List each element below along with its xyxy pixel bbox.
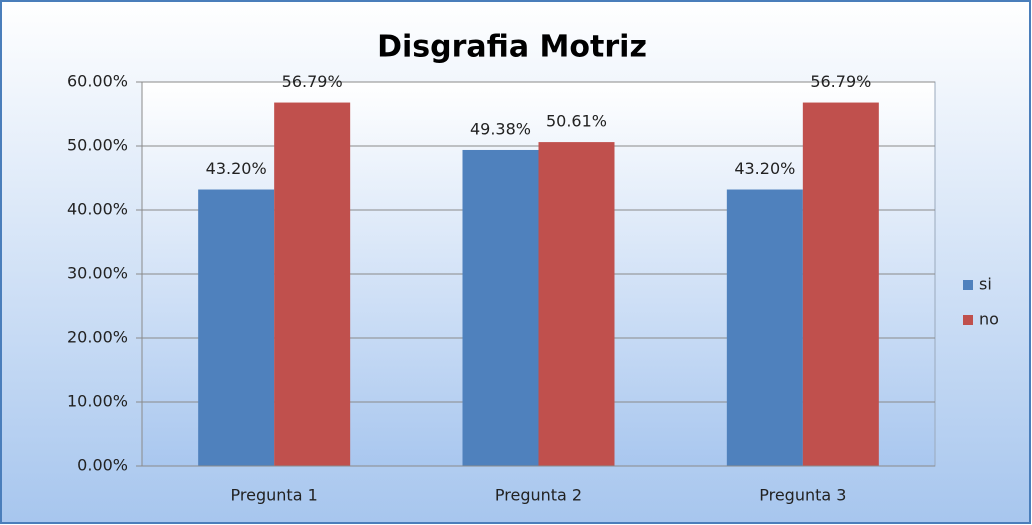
legend-swatch [963,280,973,290]
bar [198,189,275,466]
x-tick-label: Pregunta 3 [759,486,846,505]
value-label: 49.38% [470,119,531,138]
bar [802,102,879,466]
bar [462,149,539,466]
bar [726,189,803,466]
legend-label: si [979,275,992,294]
y-tick-label: 0.00% [77,456,128,475]
value-label: 56.79% [810,72,871,91]
bar [538,142,615,466]
legend-swatch [963,315,973,325]
x-tick-label: Pregunta 1 [231,486,318,505]
chart-title: Disgrafia Motriz [377,30,647,65]
y-tick-label: 10.00% [67,392,128,411]
y-tick-label: 30.00% [67,264,128,283]
value-label: 43.20% [734,159,795,178]
value-label: 50.61% [546,112,607,131]
legend-label: no [979,310,999,329]
bar [274,102,351,466]
x-tick-label: Pregunta 2 [495,486,582,505]
value-label: 43.20% [206,159,267,178]
value-label: 56.79% [282,72,343,91]
y-tick-label: 50.00% [67,136,128,155]
y-tick-label: 40.00% [67,200,128,219]
y-tick-label: 60.00% [67,72,128,91]
y-tick-label: 20.00% [67,328,128,347]
